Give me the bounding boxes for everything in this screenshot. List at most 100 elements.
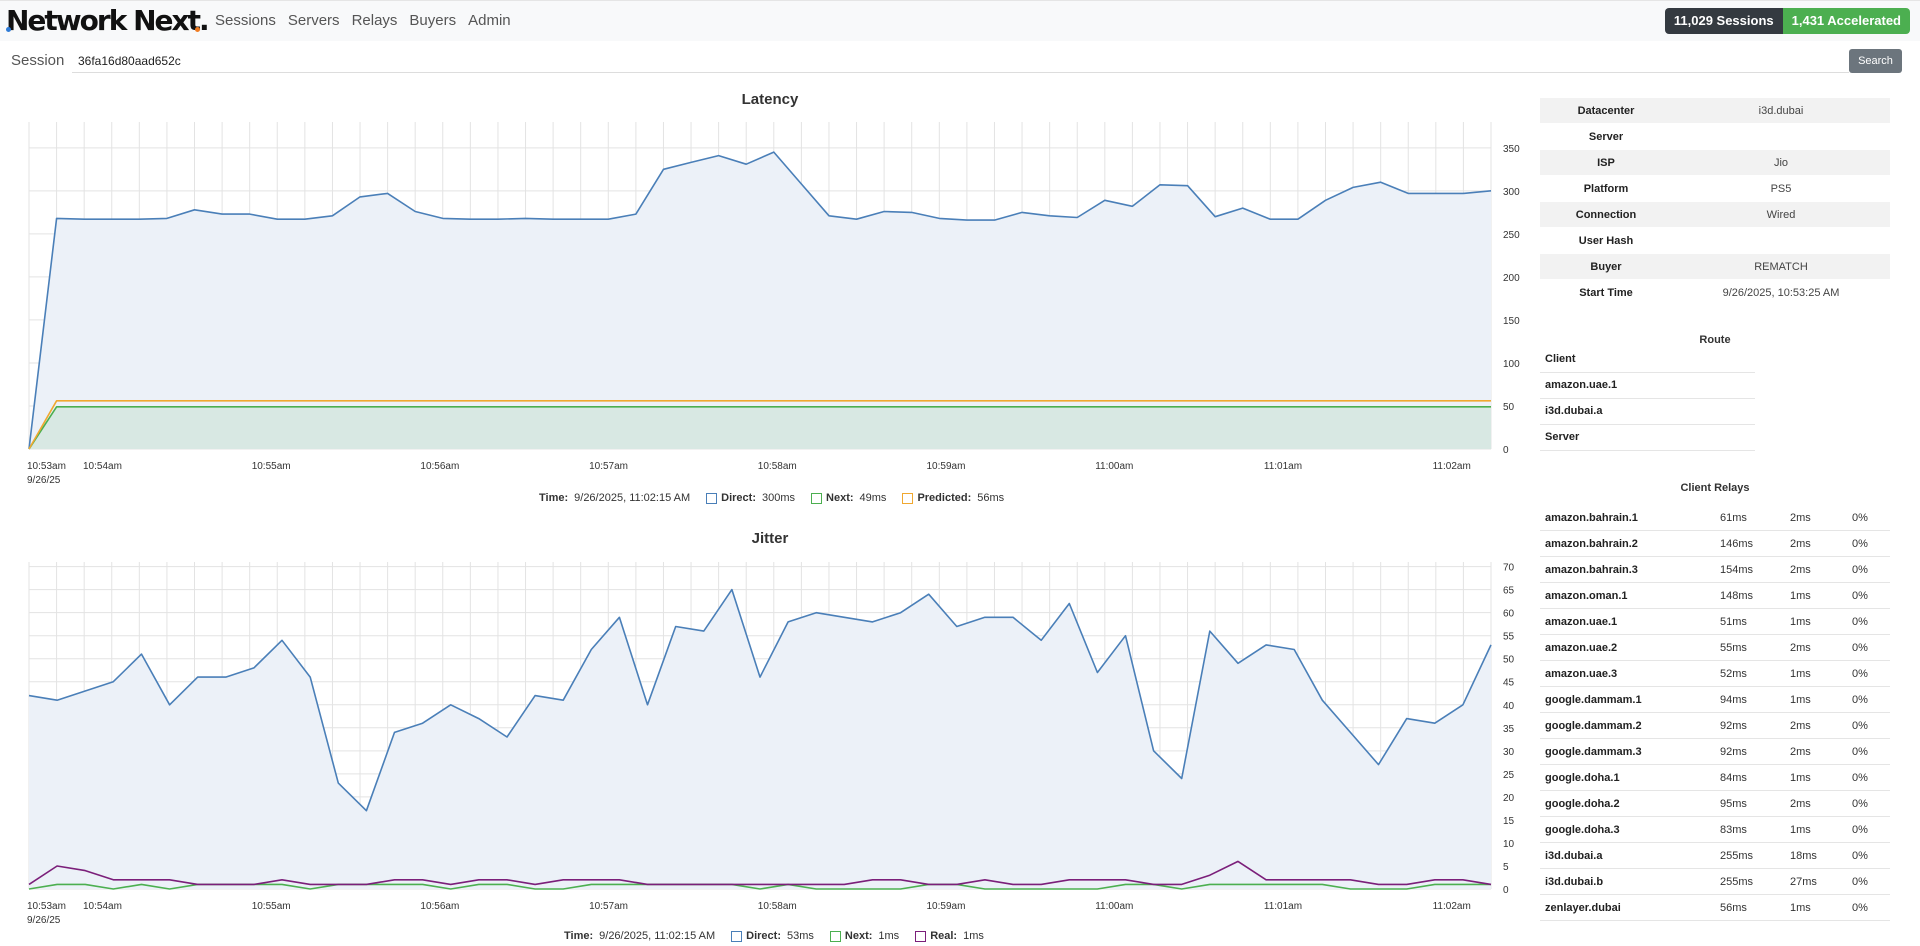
jitter-x-tick-label: 10:55am (252, 901, 291, 912)
relay-jitter: 2ms (1790, 712, 1852, 739)
jitter-direct-line (28, 588, 1492, 812)
legend-direct-swatch (706, 492, 718, 504)
info-key: ISP (1540, 149, 1672, 176)
relay-jitter: 1ms (1790, 660, 1852, 687)
relay-jitter: 1ms (1790, 582, 1852, 609)
latency-next-line (28, 405, 1491, 450)
latency-x-tick-label: 10:59am (927, 461, 966, 472)
relay-name: google.dammam.1 (1540, 686, 1720, 713)
relay-loss: 0% (1852, 582, 1890, 609)
legend-next-label: Next: (826, 492, 854, 504)
relay-rtt: 83ms (1720, 816, 1790, 843)
relay-loss: 0% (1852, 556, 1890, 583)
relay-row: google.dammam.1 94ms 1ms 0% (1540, 686, 1890, 713)
session-info-table: Datacenter i3d.dubai Server ISP Jio Platfo… (1540, 98, 1890, 306)
latency-chart-title: Latency (741, 91, 799, 108)
legend-direct-value: 53ms (786, 930, 814, 942)
relay-row: i3d.dubai.b 255ms 27ms 0% (1540, 868, 1890, 895)
relay-name: amazon.bahrain.1 (1540, 505, 1720, 531)
relay-rtt: 92ms (1720, 712, 1790, 739)
relay-row: amazon.uae.1 51ms 1ms 0% (1540, 608, 1890, 635)
relay-rtt: 255ms (1720, 868, 1790, 895)
latency-y-tick-label: 0 (1503, 445, 1509, 456)
jitter-x-tick-label: 11:01am (1264, 901, 1302, 912)
jitter-y-tick-label: 65 (1503, 586, 1515, 597)
info-value: 9/26/2025, 10:53:25 AM (1672, 279, 1890, 306)
latency-x-tick-label: 11:00am (1095, 461, 1133, 472)
latency-y-tick-label: 350 (1503, 144, 1520, 155)
relay-rtt: 146ms (1720, 530, 1790, 557)
latency-predicted-line (28, 399, 1491, 450)
relay-rtt: 61ms (1720, 505, 1790, 531)
jitter-y-tick-label: 25 (1503, 770, 1515, 781)
relay-loss: 0% (1852, 738, 1890, 765)
nav-relays[interactable]: Relays (351, 12, 398, 29)
latency-x-tick-label: 10:54am (83, 461, 122, 472)
relay-name: amazon.bahrain.3 (1540, 556, 1720, 583)
info-row-platform: Platform PS5 (1540, 175, 1890, 202)
relay-name: google.doha.1 (1540, 764, 1720, 791)
relay-loss: 0% (1852, 660, 1890, 687)
latency-x-tick-label: 11:02am (1433, 461, 1471, 472)
legend-direct-label: Direct: (746, 930, 781, 942)
jitter-direct-area (29, 589, 1491, 889)
relay-row: amazon.oman.1 148ms 1ms 0% (1540, 582, 1890, 609)
latency-x-tick-label: 10:53am (27, 461, 66, 472)
route-list: Client amazon.uae.1 i3d.dubai.a Server (1540, 347, 1755, 451)
relay-row: amazon.uae.2 55ms 2ms 0% (1540, 634, 1890, 661)
relay-name: i3d.dubai.b (1540, 868, 1720, 895)
legend-predicted-value: 56ms (977, 492, 1005, 504)
route-item: Server (1540, 425, 1755, 451)
info-value (1672, 227, 1890, 254)
route-item: Client (1540, 347, 1755, 373)
legend-time-label: Time: (564, 930, 594, 942)
jitter-x-tick-label: 10:59am (927, 901, 966, 912)
relay-row: google.doha.1 84ms 1ms 0% (1540, 764, 1890, 791)
relay-name: amazon.oman.1 (1540, 582, 1720, 609)
route-item: amazon.uae.1 (1540, 373, 1755, 399)
latency-direct-line (28, 151, 1492, 450)
relay-row: google.doha.2 95ms 2ms 0% (1540, 790, 1890, 817)
nav-buyers[interactable]: Buyers (409, 12, 457, 29)
legend-real-label: Real: (930, 930, 958, 942)
jitter-x-tick-label: 10:57am (589, 901, 628, 912)
relay-jitter: 1ms (1790, 686, 1852, 713)
nav-sessions[interactable]: Sessions (215, 12, 276, 29)
jitter-y-tick-label: 70 (1503, 563, 1515, 574)
relay-rtt: 51ms (1720, 608, 1790, 635)
legend-next-value: 1ms (878, 930, 900, 942)
session-id-input[interactable] (72, 50, 1849, 73)
latency-y-tick-label: 200 (1503, 273, 1520, 284)
top-nav-bar: Network Next. Sessions Servers Relays Bu… (0, 0, 1920, 41)
relay-loss: 0% (1852, 505, 1890, 531)
latency-chart[interactable]: 0 50 100 150 200 250 300 350 10:53am 10:54am 10:55… (0, 100, 1540, 500)
jitter-chart[interactable]: 0 5 10 15 20 25 30 35 40 45 50 55 60 65 70 10:53am 10:54… (0, 540, 1540, 940)
relay-row: amazon.uae.3 52ms 1ms 0% (1540, 660, 1890, 687)
stats-badges: 11,029 Sessions 1,431 Accelerated (1664, 8, 1910, 34)
jitter-y-tick-label: 30 (1503, 747, 1515, 758)
relay-jitter: 2ms (1790, 505, 1852, 531)
search-button[interactable]: Search (1849, 49, 1902, 73)
jitter-x-tick-label: 10:58am (758, 901, 797, 912)
relay-jitter: 2ms (1790, 738, 1852, 765)
jitter-y-tick-label: 40 (1503, 701, 1515, 712)
nav-admin[interactable]: Admin (468, 12, 511, 29)
relay-name: amazon.uae.3 (1540, 660, 1720, 687)
info-value: PS5 (1672, 175, 1890, 202)
latency-x-tick-label: 10:55am (252, 461, 291, 472)
relay-jitter: 1ms (1790, 608, 1852, 635)
route-item: i3d.dubai.a (1540, 399, 1755, 425)
logo[interactable]: Network Next. (6, 4, 210, 37)
jitter-y-tick-label: 0 (1503, 885, 1509, 896)
relay-name: google.dammam.2 (1540, 712, 1720, 739)
info-key: Connection (1540, 201, 1672, 228)
relay-rtt: 94ms (1720, 686, 1790, 713)
jitter-y-tick-label: 15 (1503, 816, 1515, 827)
relay-rtt: 55ms (1720, 634, 1790, 661)
info-row-buyer: Buyer REMATCH (1540, 253, 1890, 280)
info-key: Datacenter (1540, 98, 1672, 124)
jitter-y-tick-label: 35 (1503, 724, 1515, 735)
legend-predicted-label: Predicted: (917, 492, 972, 504)
nav-servers[interactable]: Servers (287, 12, 340, 29)
jitter-x-tick-label: 11:00am (1095, 901, 1133, 912)
